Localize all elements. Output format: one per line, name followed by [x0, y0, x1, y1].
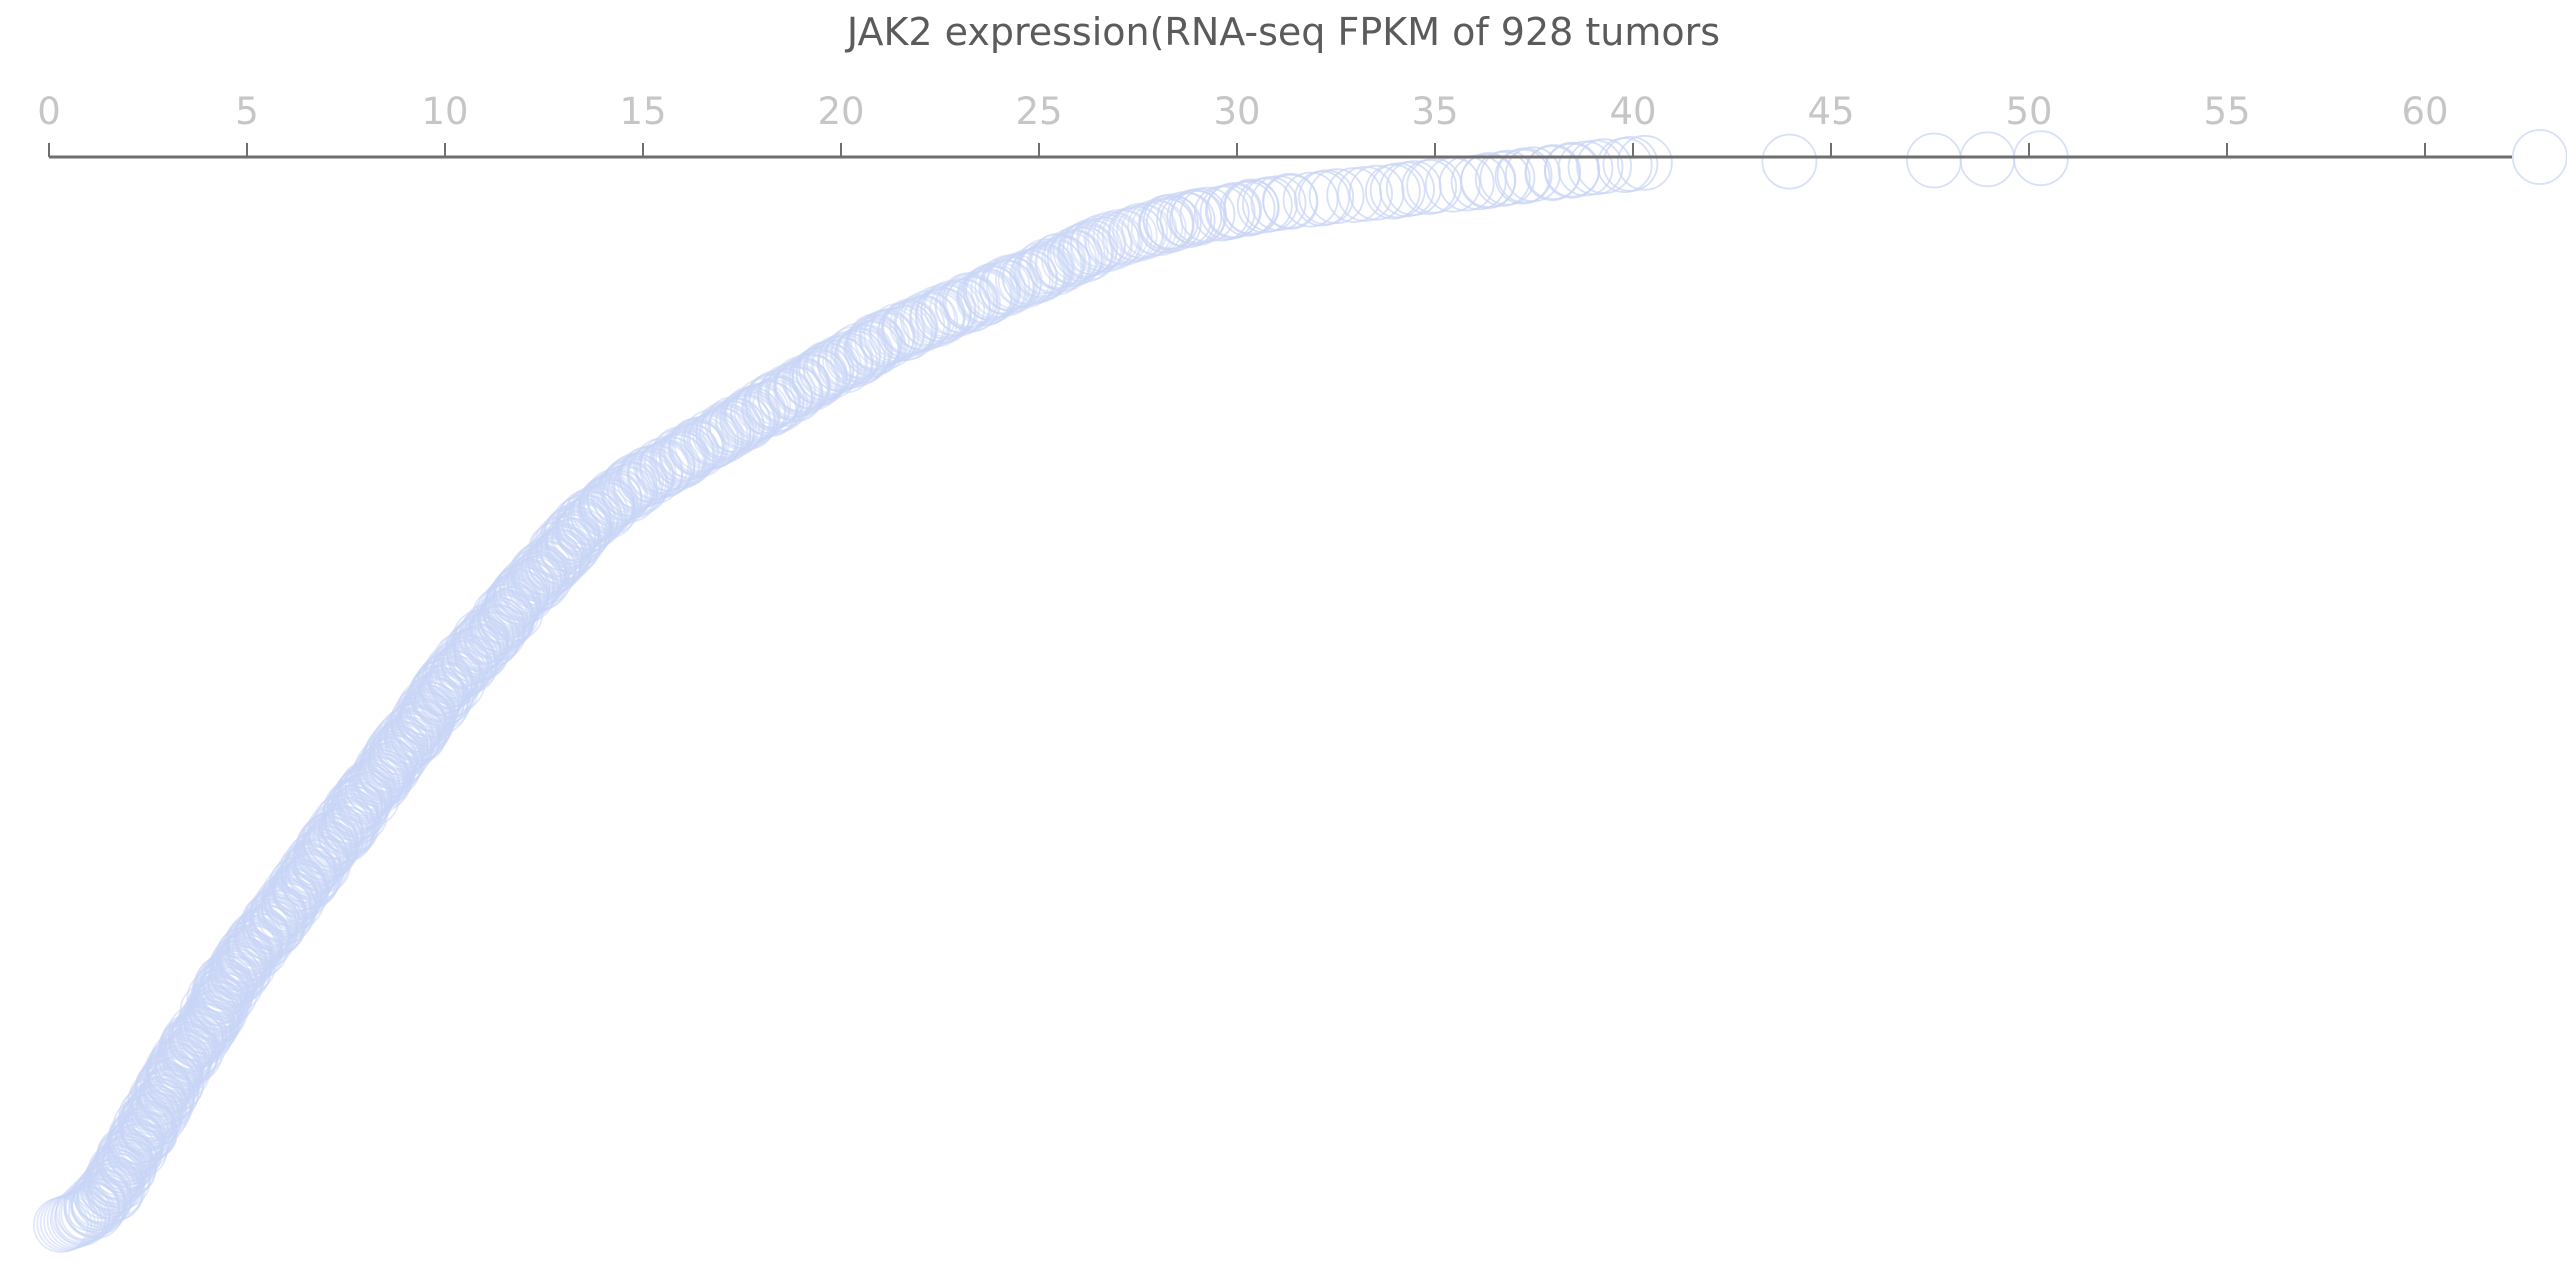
data-point: [974, 258, 1031, 314]
x-tick-label: 60: [2401, 90, 2448, 133]
x-tick-label: 50: [2005, 90, 2052, 133]
x-axis: 0 5 10 15 20 25 30 35 40 45 50 55 60: [37, 90, 2512, 159]
data-point: [1262, 172, 1318, 229]
data-point: [1179, 186, 1236, 243]
data-point: [1223, 178, 1279, 235]
data-point: [1308, 168, 1365, 225]
chart-title: JAK2 expression(RNA-seq FPKM of 928 tumo…: [846, 10, 1721, 54]
data-point: [1959, 131, 2016, 188]
data-point: [1169, 190, 1226, 247]
data-point: [1282, 171, 1339, 228]
data-point: [1450, 154, 1507, 211]
data-point: [1206, 182, 1262, 238]
x-tick-label: 20: [817, 90, 864, 133]
data-point: [1761, 133, 1818, 190]
data-point: [1205, 183, 1261, 240]
x-tick-label: 30: [1213, 90, 1260, 133]
data-point: [1617, 134, 1673, 191]
data-point: [1298, 169, 1355, 226]
data-point: [978, 259, 1035, 316]
data-point: [1544, 141, 1601, 198]
data-point: [1460, 152, 1517, 208]
data-point: [1479, 149, 1536, 206]
x-tick-label: 35: [1411, 90, 1458, 133]
x-tick-label: 45: [1807, 90, 1854, 133]
x-tick-label: 10: [421, 90, 468, 133]
data-point: [2511, 129, 2567, 185]
data-point: [1142, 193, 1199, 250]
x-tick-label: 0: [37, 90, 61, 133]
data-point: [1043, 228, 1100, 285]
x-tick-label: 40: [1609, 90, 1656, 133]
data-points: [33, 129, 2567, 1253]
x-tick-label: 55: [2203, 90, 2250, 133]
data-point: [1602, 135, 1659, 192]
data-point: [1365, 163, 1421, 220]
data-point: [1337, 165, 1393, 222]
x-tick-label: 5: [235, 90, 259, 133]
data-point: [783, 353, 840, 410]
data-point: [1525, 144, 1582, 200]
data-point: [843, 320, 900, 377]
data-point: [1576, 138, 1632, 195]
data-point: [1906, 132, 1962, 189]
x-tick-label: 15: [619, 90, 666, 133]
data-point: [1348, 164, 1405, 221]
x-tick-label: 25: [1015, 90, 1062, 133]
